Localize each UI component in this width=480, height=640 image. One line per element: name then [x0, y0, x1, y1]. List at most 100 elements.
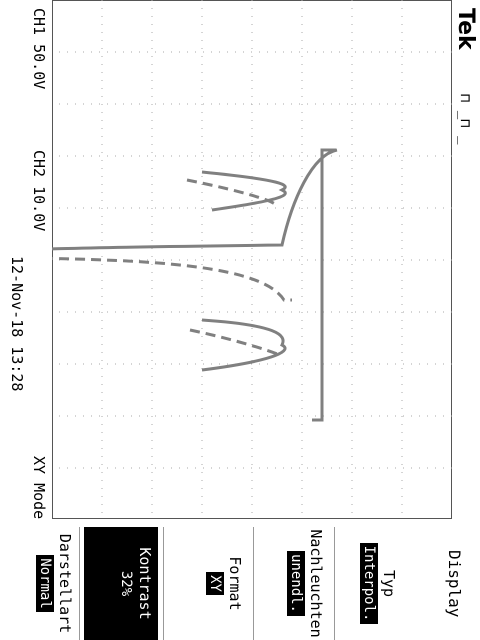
grid-dot: [401, 120, 403, 121]
grid-dot: [219, 155, 220, 157]
grid-dot: [201, 40, 203, 41]
grid-dot: [301, 32, 303, 33]
grid-dot: [235, 259, 236, 261]
grid-dot: [115, 51, 116, 53]
grid-dot: [401, 72, 403, 73]
grid-dot: [131, 51, 132, 53]
grid-dot: [107, 363, 108, 365]
grid-dot: [395, 155, 396, 157]
grid-dot: [251, 456, 253, 457]
grid-dot: [101, 112, 103, 113]
grid-dot: [219, 467, 220, 469]
grid-dot: [451, 415, 452, 417]
grid-dot: [291, 103, 292, 105]
grid-dot: [251, 376, 253, 377]
grid-dot: [371, 103, 372, 105]
grid-dot: [151, 120, 153, 121]
grid-dot: [163, 415, 164, 417]
grid-dot: [301, 312, 303, 313]
grid-dot: [435, 311, 436, 313]
grid-dot: [419, 415, 420, 417]
grid-dot: [151, 168, 153, 169]
grid-dot: [151, 128, 153, 129]
grid-dot: [123, 467, 124, 469]
grid-dot: [151, 48, 153, 49]
grid-dot: [107, 155, 108, 157]
grid-dot: [203, 259, 204, 261]
grid-dot: [411, 103, 412, 105]
grid-dot: [339, 51, 340, 53]
grid-dot: [251, 248, 253, 249]
grid-dot: [451, 311, 452, 313]
grid-dot: [201, 304, 203, 305]
grid-dot: [151, 344, 153, 345]
grid-dot: [435, 415, 436, 417]
grid-dot: [179, 51, 180, 53]
grid-dot: [101, 464, 103, 465]
grid-dot: [227, 467, 228, 469]
grid-dot: [201, 216, 203, 217]
grid-dot: [401, 88, 403, 89]
grid-dot: [151, 320, 153, 321]
grid-dot: [291, 311, 292, 313]
grid-dot: [151, 304, 153, 305]
grid-dot: [179, 363, 180, 365]
grid-dot: [83, 467, 84, 469]
grid-dot: [371, 207, 372, 209]
grid-dot: [283, 467, 284, 469]
grid-dot: [155, 103, 156, 105]
grid-dot: [339, 207, 340, 209]
grid-dot: [201, 168, 203, 169]
menu-item-typ[interactable]: Typ Interpol.: [360, 527, 398, 640]
menu-item-nachleuchten[interactable]: Nachleuchten unendl.: [287, 527, 325, 640]
grid-dot: [123, 51, 124, 53]
grid-dot: [219, 51, 220, 53]
menu-item-darstellart[interactable]: Darstellart Normal: [36, 527, 74, 640]
grid-dot: [301, 0, 303, 1]
grid-dot: [211, 415, 212, 417]
grid-dot: [301, 472, 303, 473]
grid-dot: [351, 248, 353, 249]
grid-dot: [427, 363, 428, 365]
grid-dot: [331, 467, 332, 469]
grid-dot: [155, 363, 156, 365]
grid-dot: [401, 128, 403, 129]
grid-dot: [387, 103, 388, 105]
grid-dot: [419, 363, 420, 365]
grid-dot: [301, 144, 303, 145]
grid-dot: [101, 480, 103, 481]
grid-dot: [101, 280, 103, 281]
grid-dot: [67, 103, 68, 105]
menu-item-format[interactable]: Format XY: [206, 527, 244, 640]
grid-dot: [195, 103, 196, 105]
grid-dot: [139, 311, 140, 313]
grid-dot: [101, 88, 103, 89]
grid-dot: [101, 456, 103, 457]
grid-dot: [411, 415, 412, 417]
grid-dot: [75, 51, 76, 53]
grid-dot: [99, 311, 100, 313]
grid-dot: [379, 51, 380, 53]
grid-dot: [101, 336, 103, 337]
format-label: Format: [226, 556, 244, 611]
grid-dot: [151, 368, 153, 369]
menu-item-kontrast[interactable]: Kontrast 32%: [84, 527, 158, 640]
grid-dot: [401, 456, 403, 457]
grid-dot: [301, 296, 303, 297]
grid-dot: [351, 432, 353, 433]
grid-dot: [139, 51, 140, 53]
grid-dot: [201, 384, 203, 385]
grid-dot: [101, 216, 103, 217]
grid-dot: [401, 176, 403, 177]
grid-dot: [201, 392, 203, 393]
grid-dot: [101, 488, 103, 489]
grid-dot: [101, 136, 103, 137]
grid-dot: [243, 415, 244, 417]
grid-dot: [401, 336, 403, 337]
grid-dot: [101, 432, 103, 433]
grid-dot: [301, 408, 303, 409]
grid-dot: [211, 103, 212, 105]
grid-dot: [101, 328, 103, 329]
grid-dot: [101, 208, 103, 209]
grid-dot: [301, 88, 303, 89]
